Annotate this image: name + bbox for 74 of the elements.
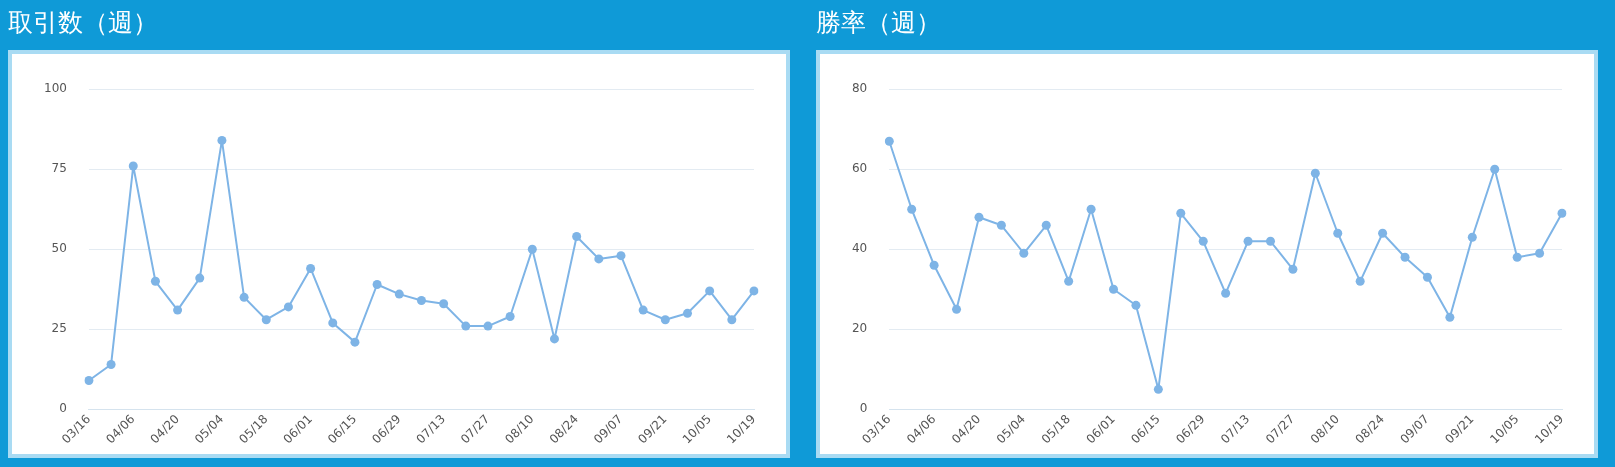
point	[1288, 264, 1298, 274]
point	[439, 299, 449, 309]
point	[749, 286, 759, 296]
point	[1512, 252, 1522, 262]
point	[1310, 168, 1320, 178]
point	[128, 161, 138, 171]
y-tick-label: 0	[59, 401, 67, 416]
point	[306, 263, 316, 273]
point	[1064, 276, 1074, 286]
point	[616, 251, 626, 261]
point	[638, 305, 648, 315]
point	[1378, 228, 1388, 238]
point	[1467, 232, 1477, 242]
y-tick-label: 40	[851, 241, 868, 256]
point	[549, 334, 559, 344]
point	[416, 296, 426, 306]
point	[1355, 276, 1365, 286]
point	[996, 220, 1006, 230]
y-tick-label: 60	[851, 161, 868, 176]
point	[1535, 248, 1545, 258]
point	[1400, 252, 1410, 262]
point	[572, 231, 582, 241]
point	[594, 254, 604, 264]
point	[952, 304, 962, 314]
point	[1422, 272, 1432, 282]
point	[727, 315, 737, 325]
point	[1265, 236, 1275, 246]
point	[283, 302, 293, 312]
y-tick-label: 80	[851, 81, 868, 96]
point	[660, 315, 670, 325]
point	[461, 321, 471, 331]
point	[1131, 300, 1141, 310]
point	[505, 312, 515, 322]
y-tick-label: 100	[44, 81, 67, 96]
point	[1086, 204, 1096, 214]
chart-title: 勝率（週）	[816, 7, 942, 39]
point	[84, 376, 94, 386]
point	[1019, 248, 1029, 258]
point	[1557, 208, 1567, 218]
point	[1490, 164, 1500, 174]
point	[1109, 284, 1119, 294]
point	[1333, 228, 1343, 238]
point	[350, 337, 360, 347]
point	[328, 318, 338, 328]
y-tick-label: 25	[51, 321, 67, 336]
point	[195, 273, 205, 283]
point	[974, 212, 984, 222]
y-tick-label: 50	[51, 241, 67, 256]
point	[372, 280, 382, 289]
point	[1445, 312, 1455, 322]
point	[682, 308, 692, 318]
point	[1198, 236, 1208, 246]
point	[394, 289, 404, 299]
point	[150, 276, 160, 286]
y-tick-label: 20	[851, 321, 868, 336]
point	[705, 286, 715, 296]
point	[217, 135, 227, 145]
point	[483, 321, 493, 331]
point	[527, 244, 537, 254]
point	[1221, 288, 1231, 298]
y-tick-label: 0	[859, 401, 868, 416]
point	[907, 204, 917, 214]
point	[884, 136, 894, 146]
point	[1176, 208, 1186, 218]
point	[929, 260, 939, 270]
point	[106, 360, 116, 370]
y-tick-label: 75	[51, 161, 67, 176]
chart-title: 取引数（週）	[8, 7, 159, 39]
point	[1243, 236, 1253, 246]
point	[1153, 384, 1163, 394]
point	[239, 292, 249, 302]
point	[173, 305, 183, 315]
point	[1041, 220, 1051, 230]
point	[261, 315, 271, 325]
